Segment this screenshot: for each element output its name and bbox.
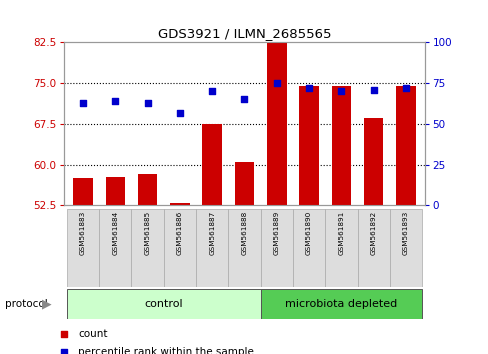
Title: GDS3921 / ILMN_2685565: GDS3921 / ILMN_2685565 — [158, 27, 330, 40]
Bar — [292, 209, 325, 287]
Bar — [396, 86, 415, 205]
Text: microbiota depleted: microbiota depleted — [285, 298, 397, 309]
Text: count: count — [78, 329, 107, 339]
Point — [79, 100, 87, 105]
Point — [208, 88, 216, 94]
Point — [143, 100, 151, 105]
Bar — [105, 177, 125, 205]
Bar — [260, 289, 421, 319]
Bar — [325, 209, 357, 287]
Text: GSM561888: GSM561888 — [241, 211, 247, 256]
Bar — [67, 289, 260, 319]
Point — [240, 97, 248, 102]
Point — [337, 88, 345, 94]
Bar — [357, 209, 389, 287]
Bar — [170, 203, 189, 205]
Text: GSM561892: GSM561892 — [370, 211, 376, 256]
Point — [272, 80, 280, 86]
Bar — [196, 209, 228, 287]
Bar — [389, 209, 421, 287]
Bar — [163, 209, 196, 287]
Point — [111, 98, 119, 104]
Bar — [331, 86, 350, 205]
Text: GSM561883: GSM561883 — [80, 211, 86, 256]
Text: GSM561884: GSM561884 — [112, 211, 118, 256]
Text: GSM561890: GSM561890 — [305, 211, 311, 256]
Point — [60, 331, 67, 337]
Text: protocol: protocol — [5, 298, 47, 309]
Bar — [299, 86, 318, 205]
Text: GSM561886: GSM561886 — [177, 211, 183, 256]
Point — [401, 85, 409, 91]
Text: GSM561893: GSM561893 — [402, 211, 408, 256]
Text: GSM561891: GSM561891 — [338, 211, 344, 256]
Text: control: control — [144, 298, 183, 309]
Bar — [228, 209, 260, 287]
Text: GSM561885: GSM561885 — [144, 211, 150, 256]
Text: GSM561887: GSM561887 — [209, 211, 215, 256]
Bar — [363, 119, 383, 205]
Text: ▶: ▶ — [41, 297, 51, 310]
Bar — [99, 209, 131, 287]
Bar — [266, 33, 286, 205]
Point — [60, 349, 67, 354]
Text: GSM561889: GSM561889 — [273, 211, 279, 256]
Bar — [202, 124, 222, 205]
Bar — [138, 175, 157, 205]
Text: percentile rank within the sample: percentile rank within the sample — [78, 347, 253, 354]
Point — [305, 85, 312, 91]
Bar — [67, 209, 99, 287]
Bar — [73, 178, 92, 205]
Point — [176, 110, 183, 115]
Bar — [234, 162, 254, 205]
Point — [369, 87, 377, 92]
Bar — [260, 209, 292, 287]
Bar — [131, 209, 163, 287]
